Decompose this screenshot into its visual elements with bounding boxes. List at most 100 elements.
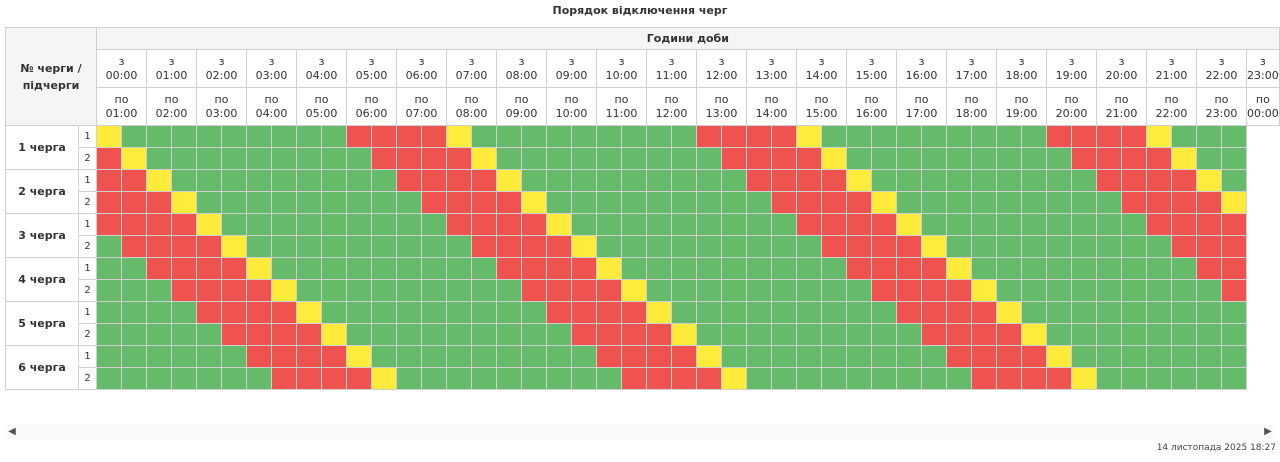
schedule-cell: [1071, 235, 1097, 258]
hours-of-day-header: Години доби: [96, 27, 1280, 50]
chevron-left-icon[interactable]: ◀: [8, 426, 16, 437]
hour-to-header: по 07:00: [396, 87, 447, 126]
schedule-cell: [121, 367, 147, 390]
schedule-cell: [1121, 301, 1147, 324]
schedule-cell: [1046, 257, 1072, 280]
schedule-cell: [446, 367, 472, 390]
schedule-cell: [996, 169, 1022, 192]
hour-from-prefix: з: [218, 54, 225, 68]
schedule-cell: [446, 301, 472, 324]
schedule-cell: [696, 257, 722, 280]
schedule-cell: [371, 125, 397, 148]
hour-to-time: 04:00: [255, 106, 288, 120]
schedule-cell: [1096, 169, 1122, 192]
queue-label: 5 черга: [5, 301, 79, 346]
schedule-cell: [821, 279, 847, 302]
schedule-cell: [696, 191, 722, 214]
schedule-cell: [746, 323, 772, 346]
schedule-cell: [171, 301, 197, 324]
hour-from-prefix: з: [918, 54, 925, 68]
hour-to-prefix: по: [1064, 92, 1079, 106]
schedule-cell: [1071, 169, 1097, 192]
schedule-cell: [271, 169, 297, 192]
schedule-cell: [146, 257, 172, 280]
schedule-cell: [946, 125, 972, 148]
schedule-cell: [896, 367, 922, 390]
schedule-cell: [1146, 213, 1172, 236]
schedule-cell: [821, 257, 847, 280]
schedule-cell: [1071, 345, 1097, 368]
schedule-cell: [496, 301, 522, 324]
schedule-cell: [471, 279, 497, 302]
hour-to-time: 22:00: [1155, 106, 1188, 120]
schedule-cell: [246, 279, 272, 302]
schedule-cell: [921, 213, 947, 236]
schedule-cell: [421, 125, 447, 148]
hour-to-header: по 03:00: [196, 87, 247, 126]
schedule-cell: [1171, 279, 1197, 302]
schedule-cell: [871, 345, 897, 368]
schedule-cell: [1146, 323, 1172, 346]
schedule-cell: [1021, 323, 1047, 346]
schedule-cell: [896, 169, 922, 192]
schedule-cell: [171, 191, 197, 214]
schedule-cell: [996, 345, 1022, 368]
schedule-cell: [1221, 125, 1247, 148]
schedule-cell: [596, 191, 622, 214]
schedule-cell: [571, 213, 597, 236]
subqueue-label: 1: [78, 169, 97, 192]
schedule-cell: [346, 345, 372, 368]
hour-from-prefix: з: [718, 54, 725, 68]
schedule-cell: [296, 367, 322, 390]
hour-from-header: з 20:00: [1096, 49, 1147, 88]
hour-from-header: з 02:00: [196, 49, 247, 88]
subqueue-label: 1: [78, 301, 97, 324]
schedule-cell: [421, 367, 447, 390]
chevron-right-icon[interactable]: ▶: [1264, 426, 1272, 437]
schedule-cell: [1121, 279, 1147, 302]
schedule-cell: [1021, 191, 1047, 214]
schedule-cell: [321, 191, 347, 214]
hour-from-prefix: з: [768, 54, 775, 68]
hour-to-prefix: по: [714, 92, 729, 106]
schedule-cell: [321, 169, 347, 192]
hour-to-prefix: по: [1014, 92, 1029, 106]
schedule-cell: [846, 323, 872, 346]
schedule-cell: [546, 367, 572, 390]
schedule-cell: [746, 213, 772, 236]
queue-label: 4 черга: [5, 257, 79, 302]
schedule-cell: [521, 257, 547, 280]
schedule-cell: [1196, 367, 1222, 390]
schedule-cell: [871, 323, 897, 346]
schedule-cell: [1196, 301, 1222, 324]
schedule-cell: [346, 147, 372, 170]
schedule-cell: [171, 235, 197, 258]
schedule-cell: [221, 323, 247, 346]
schedule-cell: [96, 191, 122, 214]
schedule-cell: [996, 191, 1022, 214]
schedule-cell: [1046, 169, 1072, 192]
schedule-cell: [1171, 125, 1197, 148]
schedule-cell: [946, 279, 972, 302]
schedule-cell: [1196, 279, 1222, 302]
hour-to-time: 10:00: [555, 106, 588, 120]
schedule-cell: [521, 345, 547, 368]
schedule-cell: [646, 367, 672, 390]
hour-to-time: 19:00: [1005, 106, 1038, 120]
horizontal-scrollbar[interactable]: ◀ ▶: [5, 425, 1275, 439]
schedule-cell: [471, 345, 497, 368]
hour-from-time: 18:00: [1005, 68, 1038, 82]
schedule-cell: [696, 345, 722, 368]
hour-to-time: 16:00: [855, 106, 888, 120]
schedule-cell: [971, 191, 997, 214]
schedule-cell: [1096, 191, 1122, 214]
schedule-cell: [321, 367, 347, 390]
hour-from-time: 21:00: [1155, 68, 1188, 82]
schedule-cell: [696, 169, 722, 192]
hour-from-prefix: з: [268, 54, 275, 68]
hour-from-prefix: з: [568, 54, 575, 68]
schedule-cell: [1146, 191, 1172, 214]
hour-from-prefix: з: [1018, 54, 1025, 68]
schedule-cell: [921, 279, 947, 302]
schedule-cell: [521, 191, 547, 214]
